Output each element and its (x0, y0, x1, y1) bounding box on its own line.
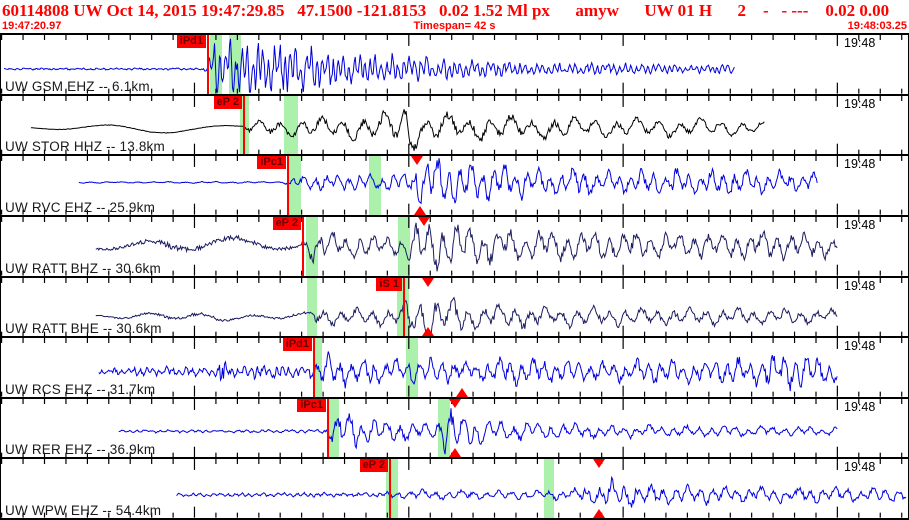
trace-panel-uw-rcs-ehz[interactable]: iPd1 UW RCS EHZ -- 31.7km 19:48 (1, 336, 908, 397)
waveform-plot (1, 216, 903, 276)
time-axis-ticks (1, 338, 903, 397)
trace-panel-uw-rvc-ehz[interactable]: iPc1 UW RVC EHZ -- 25.9km 19:48 (1, 154, 908, 215)
phase-pick-label[interactable]: iPc1 (257, 156, 286, 170)
time-axis-ticks (1, 216, 903, 276)
timespan-label: Timespan= 42 s (413, 20, 496, 32)
time-tick-label: 19:48 (844, 460, 876, 475)
highlight-band (289, 156, 301, 215)
waveform-plot (1, 35, 903, 94)
station-label: UW RVC EHZ -- 25.9km (5, 199, 156, 215)
highlight-band (544, 459, 554, 518)
arrival-marker-up-icon[interactable] (456, 387, 468, 397)
arrival-marker-down-icon[interactable] (593, 459, 605, 469)
time-axis-ticks (1, 459, 903, 518)
arrival-marker-up-icon[interactable] (422, 327, 434, 337)
time-tick-label: 19:48 (844, 157, 876, 172)
time-tick-label: 19:48 (844, 217, 876, 232)
window-start-time: 19:47:20.97 (2, 20, 62, 32)
time-tick-label: 19:48 (844, 339, 876, 354)
arrival-marker-down-icon[interactable] (411, 156, 423, 166)
phase-pick-label[interactable]: eP 2 (213, 95, 242, 109)
phase-pick-label[interactable]: eP 2 (272, 216, 301, 230)
arrival-marker-down-icon[interactable] (449, 398, 461, 408)
trace-panel-stack: iPd1 UW GSM EHZ -- 6.1km 19:48 eP 2 UW S… (0, 33, 909, 520)
phase-pick-line[interactable] (389, 459, 391, 518)
phase-pick-label[interactable]: iPd1 (282, 338, 312, 352)
highlight-band (307, 277, 317, 337)
time-axis-ticks (1, 277, 903, 337)
time-axis-ticks (1, 156, 903, 215)
time-window-header: 19:47:20.97 Timespan= 42 s 19:48:03.25 (0, 20, 909, 33)
time-tick-label: 19:48 (844, 399, 876, 414)
phase-pick-line[interactable] (243, 95, 245, 155)
waveform-plot (1, 156, 903, 215)
phase-pick-line[interactable] (287, 156, 289, 215)
arrival-marker-up-icon[interactable] (593, 509, 605, 518)
waveform-plot (1, 398, 903, 458)
trace-panel-uw-ratt-bhe[interactable]: iS 1 UW RATT BHE -- 30.6km 19:48 (1, 275, 908, 337)
station-label: UW RATT BHE -- 30.6km (5, 321, 162, 337)
phase-pick-label[interactable]: iPd1 (176, 35, 206, 48)
arrival-marker-up-icon[interactable] (414, 205, 426, 215)
waveform-plot (1, 95, 903, 155)
station-label: UW STOR HHZ -- 13.8km (5, 139, 165, 155)
phase-pick-label[interactable]: iPc1 (297, 398, 326, 412)
highlight-band (328, 398, 339, 458)
trace-panel-uw-stor-hhz[interactable]: eP 2 UW STOR HHZ -- 13.8km 19:48 (1, 93, 908, 155)
arrival-marker-down-icon[interactable] (422, 277, 434, 287)
time-tick-label: 19:48 (844, 278, 876, 293)
station-label: UW GSM EHZ -- 6.1km (5, 78, 150, 94)
trace-panel-uw-rer-ehz[interactable]: iPc1 UW RER EHZ -- 36.9km 19:48 (1, 396, 908, 458)
phase-pick-line[interactable] (313, 338, 315, 397)
highlight-band (284, 95, 298, 155)
highlight-band (210, 35, 222, 94)
highlight-band (306, 216, 318, 276)
trace-panel-uw-gsm-ehz[interactable]: iPd1 UW GSM EHZ -- 6.1km 19:48 (1, 33, 908, 94)
time-axis-ticks (1, 95, 903, 155)
window-end-time: 19:48:03.25 (847, 20, 907, 32)
phase-pick-line[interactable] (327, 398, 329, 458)
event-header-line: 60114808 UW Oct 14, 2015 19:47:29.85 47.… (2, 1, 890, 20)
station-label: UW RER EHZ -- 36.9km (5, 442, 156, 458)
station-label: UW RATT BHZ -- 30.6km (5, 260, 161, 276)
waveform-plot (1, 338, 903, 397)
time-tick-label: 19:48 (844, 36, 876, 50)
phase-pick-label[interactable]: eP 2 (359, 459, 388, 473)
phase-pick-line[interactable] (302, 216, 304, 276)
highlight-band (438, 398, 450, 458)
trace-panel-uw-ratt-bhz[interactable]: eP 2 UW RATT BHZ -- 30.6km 19:48 (1, 214, 908, 276)
station-label: UW WPW EHZ -- 54.4km (5, 503, 162, 518)
waveform-plot (1, 459, 908, 518)
phase-pick-line[interactable] (403, 277, 405, 337)
waveform-plot (1, 277, 903, 337)
phase-pick-label[interactable]: iS 1 (376, 277, 402, 291)
arrival-marker-down-icon[interactable] (418, 216, 430, 226)
trace-panel-uw-wpw-ehz[interactable]: eP 2 UW WPW EHZ -- 54.4km 19:48 (1, 457, 908, 518)
phase-pick-line[interactable] (207, 35, 209, 94)
arrival-marker-up-icon[interactable] (449, 448, 461, 458)
station-label: UW RCS EHZ -- 31.7km (5, 381, 156, 397)
time-tick-label: 19:48 (844, 96, 876, 111)
time-axis-ticks (1, 398, 903, 458)
